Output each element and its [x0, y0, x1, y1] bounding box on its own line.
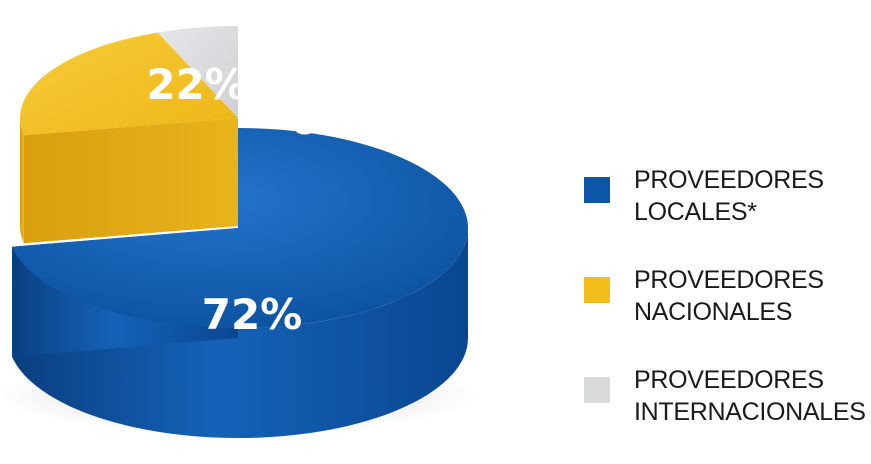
legend-label-internacionales: PROVEEDORES INTERNACIONALES	[634, 364, 871, 428]
pie-chart-svg: 72% 22% 6%	[0, 26, 478, 439]
slice-label-locales: 72%	[202, 290, 303, 339]
slice-label-nacionales: 22%	[146, 60, 247, 109]
legend-label-line: INTERNACIONALES	[634, 398, 866, 426]
legend-item-nacionales: PROVEEDORES NACIONALES	[584, 264, 871, 364]
legend-item-internacionales: PROVEEDORES INTERNACIONALES	[584, 364, 871, 464]
slice-cut-nacionales	[23, 118, 238, 244]
legend-label-line: PROVEEDORES	[634, 166, 824, 194]
legend: PROVEEDORES LOCALES* PROVEEDORES NACIONA…	[584, 164, 871, 464]
legend-label-line: LOCALES*	[634, 198, 757, 226]
legend-swatch-nacionales	[584, 277, 610, 303]
slice-side-locales	[12, 228, 468, 439]
pie-chart: 72% 22% 6% PROVEEDORES LOCALES* PROVEEDORE…	[0, 26, 866, 439]
slice-locales	[12, 128, 468, 328]
legend-swatch-locales	[584, 177, 610, 203]
slice-side-nacionales	[20, 118, 24, 244]
legend-label-line: PROVEEDORES	[634, 366, 824, 394]
legend-label-locales: PROVEEDORES LOCALES*	[634, 164, 871, 228]
slice-label-internacionales: 6%	[289, 95, 360, 144]
legend-item-locales: PROVEEDORES LOCALES*	[584, 164, 871, 264]
legend-label-line: PROVEEDORES	[634, 266, 824, 294]
slice-internacionales	[157, 26, 238, 118]
legend-label-nacionales: PROVEEDORES NACIONALES	[634, 264, 871, 328]
legend-swatch-internacionales	[584, 377, 610, 403]
legend-label-line: NACIONALES	[634, 298, 793, 326]
slice-nacionales	[19, 32, 238, 136]
